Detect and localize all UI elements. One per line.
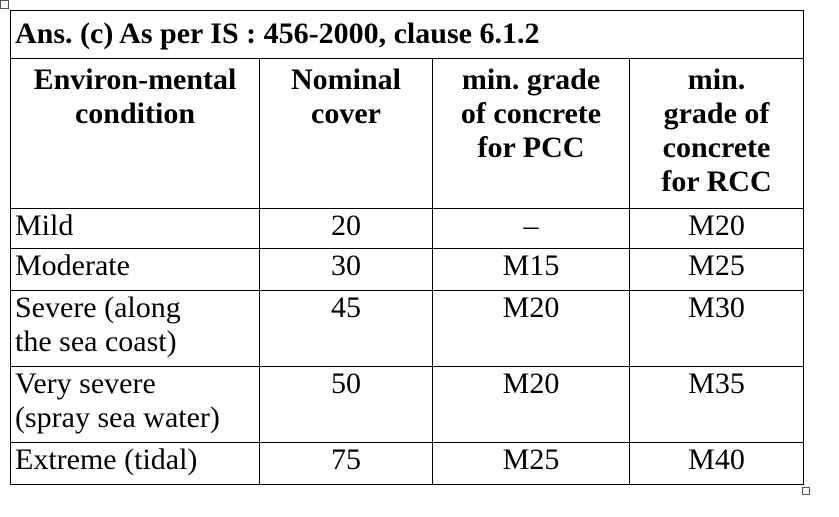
- header-text: of concrete: [460, 97, 602, 130]
- cell-text: (spray sea water): [15, 401, 220, 434]
- header-text: min.: [687, 63, 746, 96]
- header-text: grade of: [663, 97, 770, 130]
- header-text: Environ-mental: [33, 63, 237, 96]
- header-text: cover: [311, 97, 381, 130]
- table-move-handle[interactable]: [0, 0, 9, 9]
- value-cell: 45: [259, 290, 433, 367]
- header-cell: min. grade of concrete for RCC: [628, 58, 805, 209]
- value-cell: M35: [628, 366, 805, 443]
- cell-text: Severe (along: [15, 291, 181, 324]
- cell-text: the sea coast): [15, 325, 177, 358]
- condition-cell: Severe (along the sea coast): [10, 290, 260, 367]
- value-cell: M20: [432, 366, 630, 443]
- table-row: Severe (along the sea coast) 45 M20 M30: [10, 290, 805, 367]
- table-resize-handle[interactable]: [802, 487, 810, 495]
- header-row: Environ-mental condition Nominal cover min. …: [10, 58, 805, 209]
- header-text: for PCC: [477, 131, 585, 164]
- cell-text: Moderate: [15, 249, 130, 282]
- value-cell: M30: [628, 290, 805, 367]
- value-cell: M15: [432, 248, 630, 291]
- table-row: Moderate 30 M15 M25: [10, 248, 805, 291]
- value-cell: 50: [259, 366, 433, 443]
- cell-text: Extreme (tidal): [15, 443, 198, 476]
- table-row: Mild 20– M20: [10, 208, 805, 249]
- condition-cell: Mild: [10, 208, 260, 249]
- value-cell: M25: [432, 442, 630, 485]
- table: Ans. (c) As per IS : 456-2000, clause 6.…: [9, 10, 805, 485]
- value-cell: 75: [259, 442, 433, 485]
- header-cell: Nominal cover: [259, 58, 433, 209]
- header-text: Nominal: [290, 63, 401, 96]
- value-cell: M20: [432, 290, 630, 367]
- table-title: Ans. (c) As per IS : 456-2000, clause 6.…: [9, 10, 805, 59]
- header-cell: Environ-mental condition: [10, 58, 260, 209]
- header-text: concrete: [662, 131, 771, 164]
- value-cell: M25: [628, 248, 805, 291]
- table-row: Extreme (tidal) 75 M25 M40: [10, 442, 805, 485]
- condition-cell: Extreme (tidal): [10, 442, 260, 485]
- table-row: Very severe (spray sea water) 50 M20 M35: [10, 366, 805, 443]
- value-cell: 20: [259, 208, 433, 249]
- header-text: condition: [74, 97, 196, 130]
- value-cell: M20: [628, 208, 805, 249]
- value-cell: M40: [628, 442, 805, 485]
- header-text: min. grade: [461, 63, 601, 96]
- header-cell: min. grade of concrete for PCC: [432, 58, 630, 209]
- cell-text: Mild: [15, 209, 74, 242]
- condition-cell: Very severe (spray sea water): [10, 366, 260, 443]
- value-cell: 30: [259, 248, 433, 291]
- value-cell: –: [432, 208, 630, 249]
- title-row: Ans. (c) As per IS : 456-2000, clause 6.…: [9, 10, 805, 59]
- header-text: for RCC: [661, 165, 772, 198]
- cell-text: Very severe: [15, 367, 156, 400]
- condition-cell: Moderate: [10, 248, 260, 291]
